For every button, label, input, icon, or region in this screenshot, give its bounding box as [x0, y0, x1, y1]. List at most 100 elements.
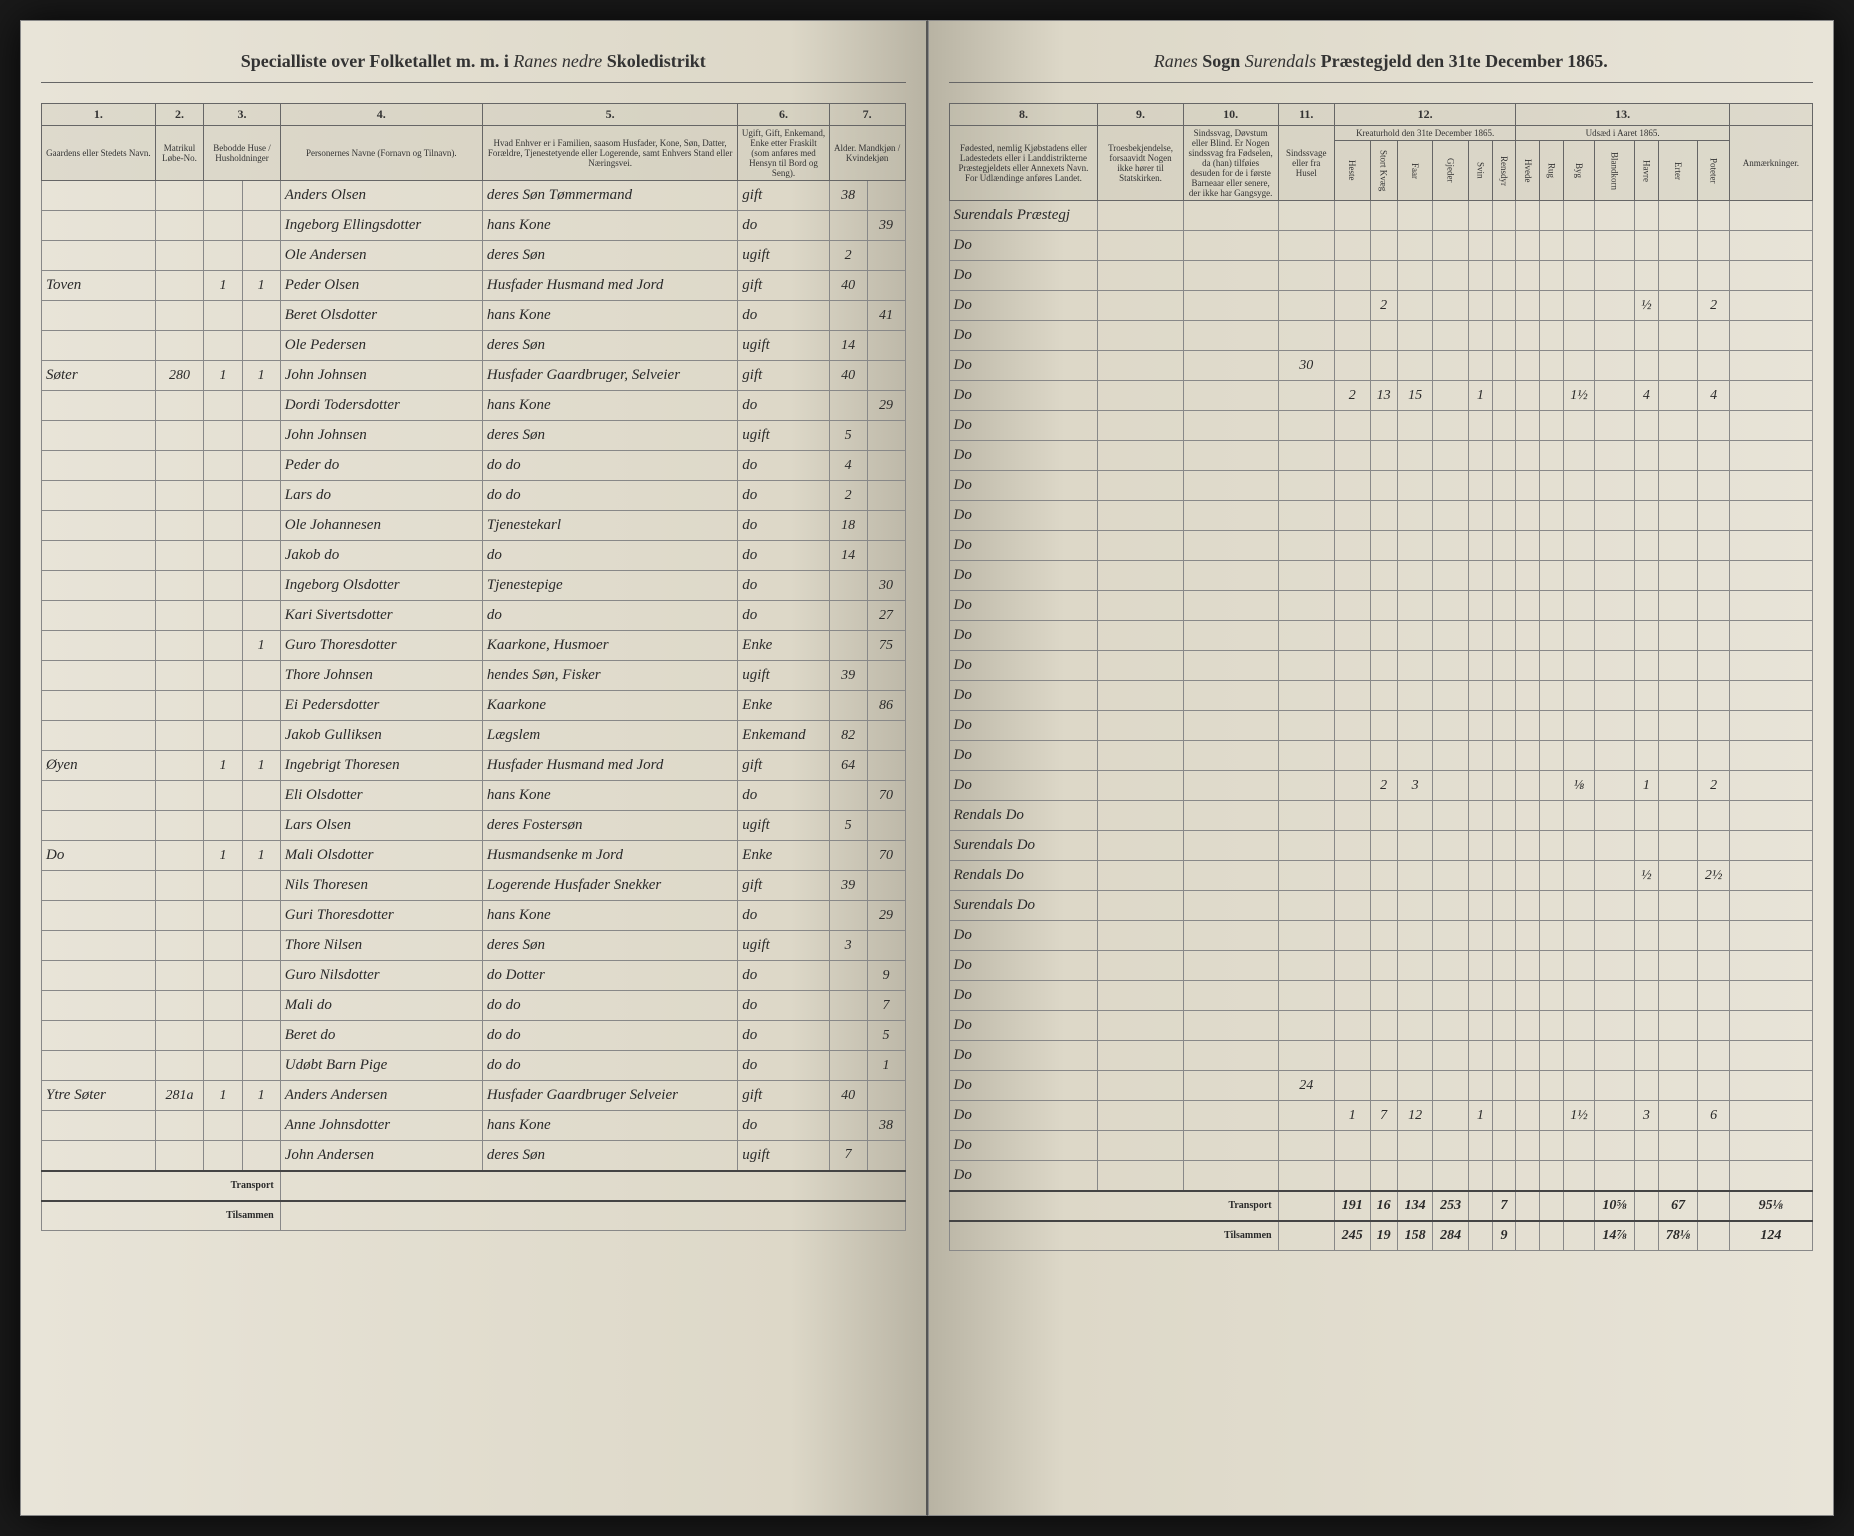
- cell-c12-2: [1397, 1131, 1433, 1161]
- cell-c13-5: [1658, 771, 1698, 801]
- cell-c13-5: [1658, 471, 1698, 501]
- cell-c7b: [867, 931, 905, 961]
- cell-c7b: [867, 421, 905, 451]
- cell-c12-4: [1468, 711, 1492, 741]
- cell-c5: do Dotter: [482, 961, 737, 991]
- cell-c3b: [242, 451, 280, 481]
- cell-c13-3: [1595, 321, 1635, 351]
- cell-c13-6: [1698, 831, 1729, 861]
- cell-c10: [1183, 201, 1278, 231]
- cell-c8: Do: [949, 351, 1098, 381]
- cell-c12-3: [1433, 201, 1469, 231]
- cell-c8: Do: [949, 981, 1098, 1011]
- cell-c12-5: [1492, 351, 1516, 381]
- cell-c13-0: [1516, 741, 1540, 771]
- cell-c5: hans Kone: [482, 781, 737, 811]
- cell-remarks: [1729, 351, 1812, 381]
- cell-c13-5: [1658, 1071, 1698, 1101]
- cell-c12-2: [1397, 441, 1433, 471]
- cell-c13-1: [1540, 831, 1564, 861]
- cell-c13-3: [1595, 201, 1635, 231]
- cell-c13-6: 6: [1698, 1101, 1729, 1131]
- cell-c13-5: [1658, 651, 1698, 681]
- cell-c13-3: [1595, 381, 1635, 411]
- header-script-r2: Surendals: [1245, 51, 1316, 71]
- cell-remarks: [1729, 891, 1812, 921]
- cell-c3a: [204, 871, 242, 901]
- cell-c3a: [204, 391, 242, 421]
- table-row: Do30: [949, 351, 1813, 381]
- table-row: Udøbt Barn Pigedo dodo1: [42, 1051, 906, 1081]
- cell-c12-5: [1492, 831, 1516, 861]
- cell-c12-0: [1334, 771, 1370, 801]
- foot-12: [1698, 1191, 1729, 1221]
- table-row: Peder dodo dodo4: [42, 451, 906, 481]
- cell-c12-5: [1492, 681, 1516, 711]
- cell-c12-3: [1433, 291, 1469, 321]
- cell-c12-0: [1334, 441, 1370, 471]
- table-row: Surendals Do: [949, 891, 1813, 921]
- cell-c12-5: [1492, 1161, 1516, 1191]
- cell-c12-3: [1433, 651, 1469, 681]
- cell-c12-0: [1334, 1071, 1370, 1101]
- cell-c4: Anders Andersen: [280, 1081, 482, 1111]
- cell-c12-5: [1492, 471, 1516, 501]
- cell-c10: [1183, 591, 1278, 621]
- cell-c12-2: [1397, 951, 1433, 981]
- cell-c13-5: [1658, 891, 1698, 921]
- cell-c2: [155, 511, 204, 541]
- cell-remarks: [1729, 711, 1812, 741]
- cell-c13-5: [1658, 291, 1698, 321]
- cell-c12-2: [1397, 831, 1433, 861]
- cell-c4: Anders Olsen: [280, 181, 482, 211]
- cell-c3b: [242, 811, 280, 841]
- cell-c5: deres Søn: [482, 931, 737, 961]
- cell-c13-2: [1563, 531, 1594, 561]
- cell-c4: Ole Johannesen: [280, 511, 482, 541]
- cell-c3b: [242, 331, 280, 361]
- table-row: Do: [949, 231, 1813, 261]
- cell-c10: [1183, 681, 1278, 711]
- cell-c7b: [867, 721, 905, 751]
- cell-remarks: [1729, 1161, 1812, 1191]
- cell-c9: [1098, 321, 1183, 351]
- cell-c7a: 4: [829, 451, 867, 481]
- colnum-6: 6.: [738, 104, 829, 126]
- cell-c11: [1278, 441, 1334, 471]
- cell-c13-0: [1516, 771, 1540, 801]
- foot-4: [1468, 1191, 1492, 1221]
- cell-c9: [1098, 801, 1183, 831]
- cell-c12-0: [1334, 801, 1370, 831]
- cell-c13-1: [1540, 1011, 1564, 1041]
- cell-c12-1: [1370, 1071, 1397, 1101]
- cell-c12-5: [1492, 771, 1516, 801]
- cell-c10: [1183, 261, 1278, 291]
- cell-c12-4: [1468, 891, 1492, 921]
- cell-c13-4: [1634, 201, 1658, 231]
- table-row: Ole Pedersenderes Sønugift14: [42, 331, 906, 361]
- cell-c5: Lægslem: [482, 721, 737, 751]
- cell-c13-4: [1634, 591, 1658, 621]
- cell-c2: [155, 301, 204, 331]
- cell-c13-6: [1698, 891, 1729, 921]
- cell-c5: do do: [482, 1021, 737, 1051]
- cell-c10: [1183, 1041, 1278, 1071]
- cell-c8: Do: [949, 681, 1098, 711]
- cell-c12-4: 1: [1468, 1101, 1492, 1131]
- cell-c3b: [242, 601, 280, 631]
- cell-c5: hans Kone: [482, 901, 737, 931]
- cell-c2: [155, 781, 204, 811]
- cell-c2: [155, 601, 204, 631]
- colhead-2: Matrikul Løbe-No.: [155, 126, 204, 181]
- cell-c7b: [867, 241, 905, 271]
- c12-sub-2: Faar: [1397, 141, 1433, 201]
- cell-c12-0: [1334, 471, 1370, 501]
- cell-c11: [1278, 831, 1334, 861]
- cell-c8: Do: [949, 231, 1098, 261]
- foot-0: 245: [1334, 1221, 1370, 1251]
- cell-c13-3: [1595, 1101, 1635, 1131]
- table-row: Do11Mali OlsdotterHusmandsenke m JordEnk…: [42, 841, 906, 871]
- cell-c13-5: [1658, 801, 1698, 831]
- cell-c13-2: [1563, 1071, 1594, 1101]
- cell-c12-1: [1370, 681, 1397, 711]
